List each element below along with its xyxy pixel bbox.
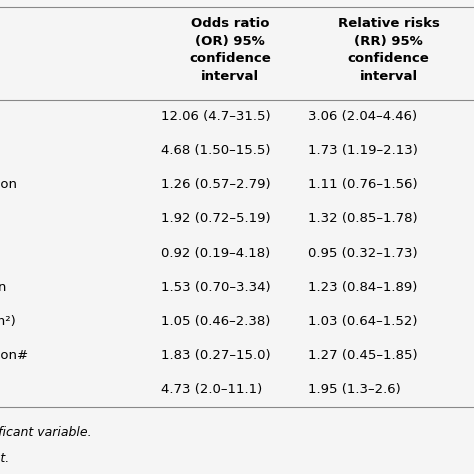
Text: 1.05 (0.46–2.38): 1.05 (0.46–2.38)	[161, 315, 271, 328]
Text: 1.03 (0.64–1.52): 1.03 (0.64–1.52)	[308, 315, 418, 328]
Text: 1.11 (0.76–1.56): 1.11 (0.76–1.56)	[308, 178, 418, 191]
Text: 1.92 (0.72–5.19): 1.92 (0.72–5.19)	[161, 212, 271, 226]
Text: 3.06 (2.04–4.46): 3.06 (2.04–4.46)	[308, 110, 417, 123]
Text: onsumption: onsumption	[0, 178, 18, 191]
Text: 1.83 (0.27–15.0): 1.83 (0.27–15.0)	[161, 349, 271, 362]
Text: onsumption#: onsumption#	[0, 349, 28, 362]
Text: 1.73 (1.19–2.13): 1.73 (1.19–2.13)	[308, 144, 418, 157]
Text: 1.32 (0.85–1.78): 1.32 (0.85–1.78)	[308, 212, 418, 226]
Text: 4.73 (2.0–11.1): 4.73 (2.0–11.1)	[161, 383, 263, 396]
Text: 1.23 (0.84–1.89): 1.23 (0.84–1.89)	[308, 281, 418, 294]
Text: 29.9 kg/m²): 29.9 kg/m²)	[0, 315, 16, 328]
Text: …lly significant variable.: …lly significant variable.	[0, 426, 92, 438]
Text: Relative risks
(RR) 95%
confidence
interval: Relative risks (RR) 95% confidence inter…	[338, 17, 439, 82]
Text: 1.27 (0.45–1.85): 1.27 (0.45–1.85)	[308, 349, 418, 362]
Text: 1.95 (1.3–2.6): 1.95 (1.3–2.6)	[308, 383, 401, 396]
Text: …xact test.: …xact test.	[0, 452, 9, 465]
Text: 1.26 (0.57–2.79): 1.26 (0.57–2.79)	[161, 178, 271, 191]
Text: 4.68 (1.50–15.5): 4.68 (1.50–15.5)	[161, 144, 271, 157]
Text: Odds ratio
(OR) 95%
confidence
interval: Odds ratio (OR) 95% confidence interval	[189, 17, 271, 82]
Text: ic location: ic location	[0, 281, 7, 294]
Text: 0.95 (0.32–1.73): 0.95 (0.32–1.73)	[308, 246, 418, 260]
Text: 12.06 (4.7–31.5): 12.06 (4.7–31.5)	[161, 110, 271, 123]
Text: 1.53 (0.70–3.34): 1.53 (0.70–3.34)	[161, 281, 271, 294]
Text: 0.92 (0.19–4.18): 0.92 (0.19–4.18)	[161, 246, 270, 260]
